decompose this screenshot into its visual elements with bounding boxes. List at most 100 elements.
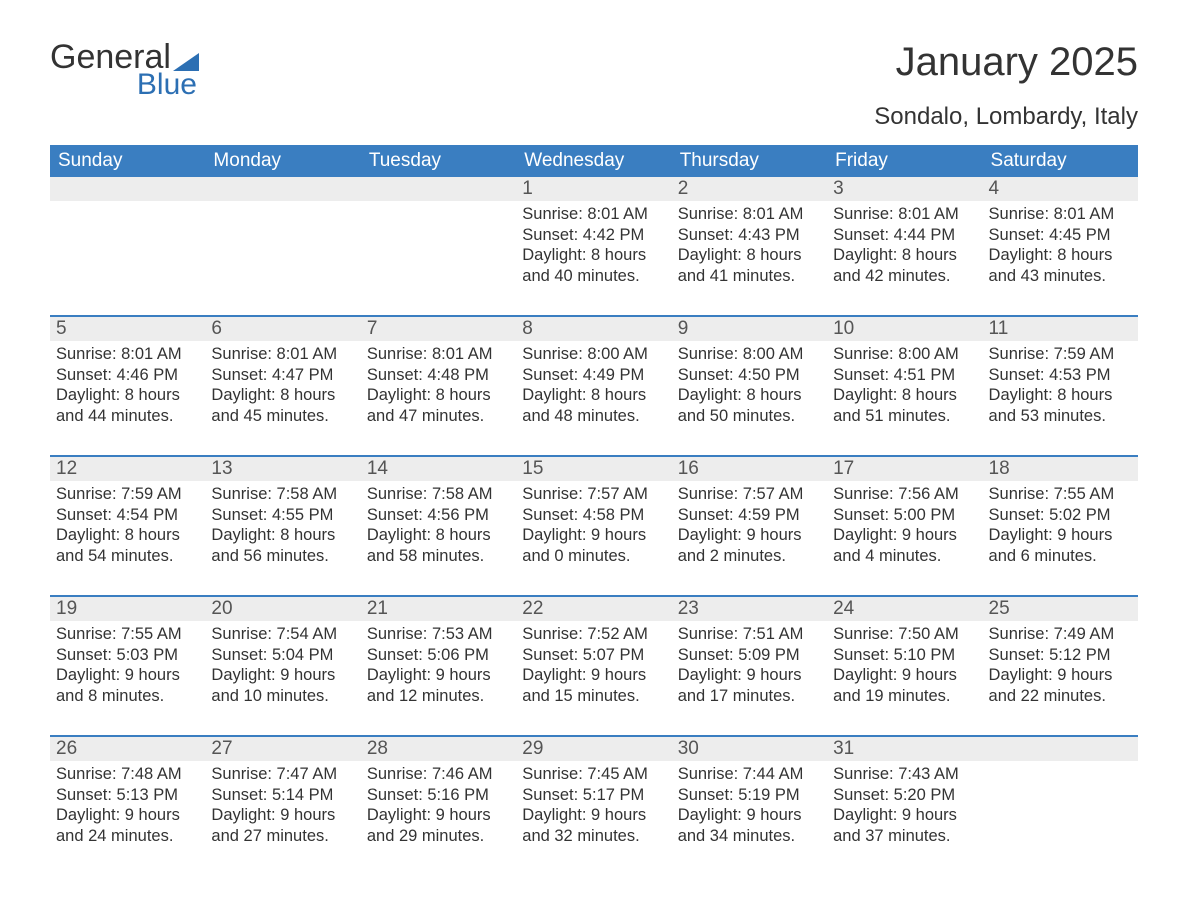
sunset-line: Sunset: 4:46 PM	[56, 365, 199, 386]
day-header: Monday	[205, 145, 360, 177]
calendar-cell: 13 Sunrise: 7:58 AMSunset: 4:55 PMDayligh…	[205, 457, 360, 581]
calendar-cell: 18Sunrise: 7:55 AMSunset: 5:02 PMDayligh…	[983, 457, 1138, 581]
day-body: Sunrise: 7:55 AMSunset: 5:02 PMDaylight:…	[983, 481, 1138, 567]
day-body: Sunrise: 7:44 AMSunset: 5:19 PMDaylight:…	[672, 761, 827, 847]
sunset-line: Sunset: 4:43 PM	[678, 225, 821, 246]
sunrise-line: Sunrise: 7:52 AM	[522, 624, 665, 645]
day-body: Sunrise: 8:01 AMSunset: 4:43 PMDaylight:…	[672, 201, 827, 287]
daylight-line-1: Daylight: 9 hours	[989, 665, 1132, 686]
sunrise-line: Sunrise: 7:58 AM	[367, 484, 510, 505]
daylight-line-1: Daylight: 9 hours	[367, 805, 510, 826]
calendar-cell: 12Sunrise: 7:59 AMSunset: 4:54 PMDayligh…	[50, 457, 205, 581]
calendar-cell: 30Sunrise: 7:44 AMSunset: 5:19 PMDayligh…	[672, 737, 827, 861]
daylight-line-1: Daylight: 9 hours	[522, 805, 665, 826]
calendar-cell	[205, 177, 360, 301]
calendar-cell: 22Sunrise: 7:52 AMSunset: 5:07 PMDayligh…	[516, 597, 671, 721]
sunrise-line: Sunrise: 8:01 AM	[833, 204, 976, 225]
day-body: Sunrise: 7:50 AMSunset: 5:10 PMDaylight:…	[827, 621, 982, 707]
day-body: Sunrise: 7:59 AMSunset: 4:54 PMDaylight:…	[50, 481, 205, 567]
daylight-line-2: and 24 minutes.	[56, 826, 199, 847]
day-number: 20	[205, 597, 360, 621]
day-body: Sunrise: 7:53 AMSunset: 5:06 PMDaylight:…	[361, 621, 516, 707]
sunrise-line: Sunrise: 7:56 AM	[833, 484, 976, 505]
sunset-line: Sunset: 5:12 PM	[989, 645, 1132, 666]
day-number: 28	[361, 737, 516, 761]
daylight-line-1: Daylight: 9 hours	[678, 525, 821, 546]
day-body: Sunrise: 8:01 AMSunset: 4:42 PMDaylight:…	[516, 201, 671, 287]
day-number: 27	[205, 737, 360, 761]
calendar-cell	[50, 177, 205, 301]
sunrise-line: Sunrise: 7:44 AM	[678, 764, 821, 785]
daylight-line-2: and 27 minutes.	[211, 826, 354, 847]
daylight-line-1: Daylight: 8 hours	[211, 525, 354, 546]
calendar-cell	[983, 737, 1138, 861]
day-body: Sunrise: 7:45 AMSunset: 5:17 PMDaylight:…	[516, 761, 671, 847]
sunset-line: Sunset: 5:09 PM	[678, 645, 821, 666]
daylight-line-1: Daylight: 9 hours	[522, 665, 665, 686]
sunset-line: Sunset: 5:20 PM	[833, 785, 976, 806]
daylight-line-2: and 44 minutes.	[56, 406, 199, 427]
calendar-cell: 17Sunrise: 7:56 AMSunset: 5:00 PMDayligh…	[827, 457, 982, 581]
sunrise-line: Sunrise: 7:47 AM	[211, 764, 354, 785]
day-number: 14	[361, 457, 516, 481]
sunrise-line: Sunrise: 7:54 AM	[211, 624, 354, 645]
calendar-cell: 8Sunrise: 8:00 AMSunset: 4:49 PMDaylight…	[516, 317, 671, 441]
day-number: 12	[50, 457, 205, 481]
sunset-line: Sunset: 4:51 PM	[833, 365, 976, 386]
sunset-line: Sunset: 4:54 PM	[56, 505, 199, 526]
daylight-line-1: Daylight: 9 hours	[833, 665, 976, 686]
sunset-line: Sunset: 4:44 PM	[833, 225, 976, 246]
daylight-line-2: and 58 minutes.	[367, 546, 510, 567]
daylight-line-1: Daylight: 8 hours	[989, 385, 1132, 406]
day-number: 15	[516, 457, 671, 481]
sunset-line: Sunset: 5:04 PM	[211, 645, 354, 666]
day-number: 25	[983, 597, 1138, 621]
day-header: Tuesday	[361, 145, 516, 177]
day-number: 21	[361, 597, 516, 621]
sunrise-line: Sunrise: 7:55 AM	[56, 624, 199, 645]
daylight-line-1: Daylight: 9 hours	[833, 525, 976, 546]
calendar-cell	[361, 177, 516, 301]
day-header: Sunday	[50, 145, 205, 177]
calendar-cell: 2Sunrise: 8:01 AMSunset: 4:43 PMDaylight…	[672, 177, 827, 301]
daylight-line-2: and 4 minutes.	[833, 546, 976, 567]
day-number	[361, 177, 516, 201]
day-body: Sunrise: 7:56 AMSunset: 5:00 PMDaylight:…	[827, 481, 982, 567]
daylight-line-1: Daylight: 8 hours	[522, 385, 665, 406]
page-title: January 2025	[874, 40, 1138, 85]
calendar-cell: 26Sunrise: 7:48 AMSunset: 5:13 PMDayligh…	[50, 737, 205, 861]
sunset-line: Sunset: 4:55 PM	[211, 505, 354, 526]
daylight-line-2: and 12 minutes.	[367, 686, 510, 707]
daylight-line-1: Daylight: 8 hours	[367, 525, 510, 546]
daylight-line-2: and 54 minutes.	[56, 546, 199, 567]
daylight-line-2: and 50 minutes.	[678, 406, 821, 427]
sunrise-line: Sunrise: 7:58 AM	[211, 484, 354, 505]
day-number: 3	[827, 177, 982, 201]
sunrise-line: Sunrise: 7:55 AM	[989, 484, 1132, 505]
sunrise-line: Sunrise: 8:00 AM	[678, 344, 821, 365]
sunset-line: Sunset: 4:59 PM	[678, 505, 821, 526]
day-body: Sunrise: 8:00 AMSunset: 4:50 PMDaylight:…	[672, 341, 827, 427]
daylight-line-1: Daylight: 8 hours	[367, 385, 510, 406]
sunset-line: Sunset: 5:06 PM	[367, 645, 510, 666]
day-body: Sunrise: 8:01 AMSunset: 4:46 PMDaylight:…	[50, 341, 205, 427]
calendar-cell: 14Sunrise: 7:58 AMSunset: 4:56 PMDayligh…	[361, 457, 516, 581]
day-number: 18	[983, 457, 1138, 481]
sunset-line: Sunset: 5:07 PM	[522, 645, 665, 666]
sunset-line: Sunset: 5:03 PM	[56, 645, 199, 666]
day-body: Sunrise: 7:46 AMSunset: 5:16 PMDaylight:…	[361, 761, 516, 847]
day-body: Sunrise: 7:54 AMSunset: 5:04 PMDaylight:…	[205, 621, 360, 707]
sunrise-line: Sunrise: 7:43 AM	[833, 764, 976, 785]
day-number	[205, 177, 360, 201]
day-body: Sunrise: 8:01 AMSunset: 4:45 PMDaylight:…	[983, 201, 1138, 287]
sunset-line: Sunset: 4:47 PM	[211, 365, 354, 386]
day-body: Sunrise: 7:57 AMSunset: 4:59 PMDaylight:…	[672, 481, 827, 567]
daylight-line-1: Daylight: 8 hours	[678, 385, 821, 406]
day-body: Sunrise: 8:00 AMSunset: 4:51 PMDaylight:…	[827, 341, 982, 427]
calendar-cell: 7Sunrise: 8:01 AMSunset: 4:48 PMDaylight…	[361, 317, 516, 441]
daylight-line-1: Daylight: 9 hours	[989, 525, 1132, 546]
day-header: Saturday	[983, 145, 1138, 177]
day-number: 13	[205, 457, 360, 481]
logo-text-2: Blue	[50, 70, 199, 100]
week-row: 19Sunrise: 7:55 AMSunset: 5:03 PMDayligh…	[50, 595, 1138, 721]
